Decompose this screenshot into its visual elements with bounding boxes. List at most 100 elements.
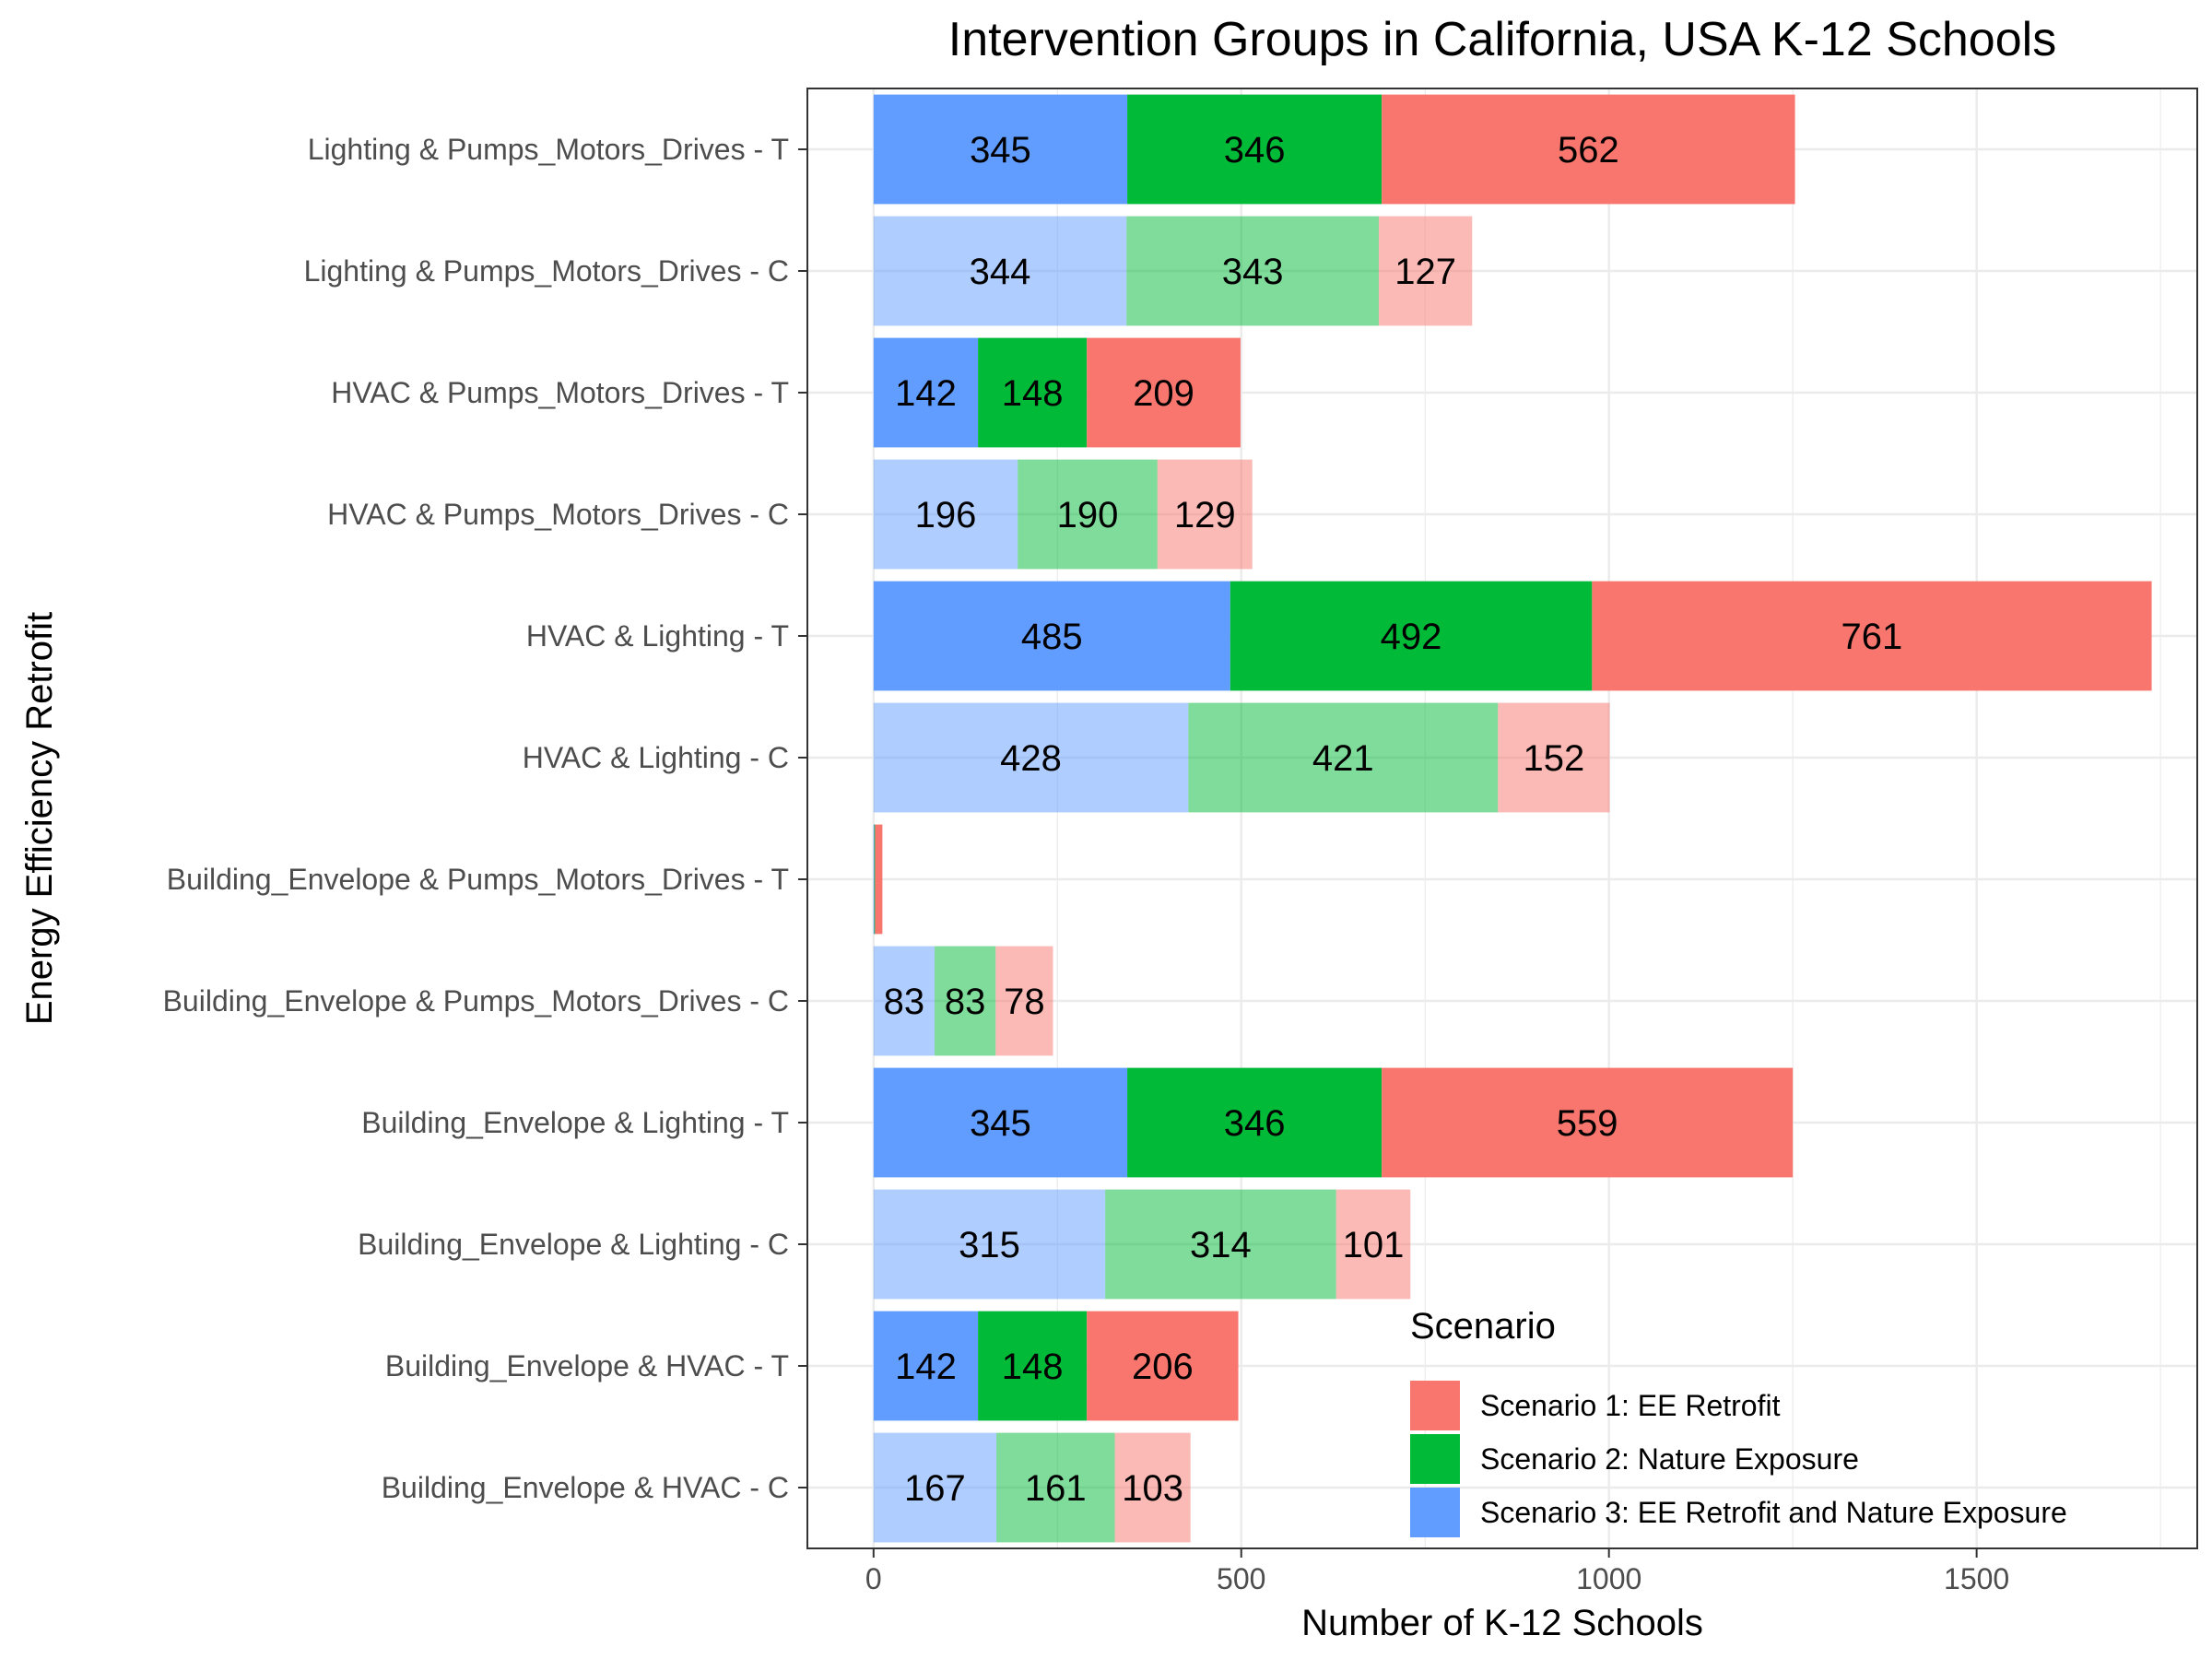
x-tick-label: 0 xyxy=(865,1562,882,1595)
bar-segment xyxy=(1105,1189,1336,1300)
bar-value-label: 428 xyxy=(1000,738,1062,779)
bar-segment xyxy=(873,459,1018,570)
bar-value-label: 562 xyxy=(1558,130,1619,171)
legend-swatch xyxy=(1410,1434,1460,1484)
bar-segment xyxy=(995,946,1053,1056)
bar-segment xyxy=(873,94,1128,205)
bar-segment xyxy=(873,1189,1106,1300)
y-tick-label: Building_Envelope & HVAC - C xyxy=(382,1471,789,1504)
bar-segment xyxy=(873,946,935,1056)
bar-segment xyxy=(1188,702,1499,813)
bar-value-label: 346 xyxy=(1224,130,1286,171)
bar-value-label: 314 xyxy=(1190,1225,1252,1265)
y-tick-label: HVAC & Pumps_Motors_Drives - C xyxy=(327,498,789,531)
y-tick-label: Building_Envelope & Pumps_Motors_Drives … xyxy=(167,863,789,896)
legend-label: Scenario 3: EE Retrofit and Nature Expos… xyxy=(1480,1496,2067,1529)
x-tick-label: 1000 xyxy=(1576,1562,1641,1595)
bar-value-label: 345 xyxy=(970,1103,1031,1144)
y-tick-label: Building_Envelope & Pumps_Motors_Drives … xyxy=(163,984,789,1018)
bar-value-label: 209 xyxy=(1133,373,1194,414)
bars xyxy=(873,94,2152,1543)
bar-segment xyxy=(873,702,1189,813)
bar-segment xyxy=(1382,1067,1794,1178)
bar-segment xyxy=(1087,1311,1239,1421)
bar-segment xyxy=(1230,581,1593,691)
bar-segment xyxy=(1378,216,1473,326)
y-tick-label: HVAC & Lighting - T xyxy=(526,619,789,653)
legend-label: Scenario 1: EE Retrofit xyxy=(1480,1389,1781,1422)
bar-value-label: 142 xyxy=(895,373,957,414)
bar-value-label: 148 xyxy=(1002,373,1064,414)
bar-segment xyxy=(1157,459,1253,570)
bar-value-label: 129 xyxy=(1174,495,1236,535)
bar-segment xyxy=(1592,581,2152,691)
bar-segment xyxy=(873,581,1230,691)
y-tick-label: Lighting & Pumps_Motors_Drives - T xyxy=(308,133,789,166)
legend-title: Scenario xyxy=(1410,1306,1556,1347)
bar-value-label: 167 xyxy=(904,1468,966,1509)
y-tick-label: Building_Envelope & HVAC - T xyxy=(385,1349,789,1382)
bar-value-label: 103 xyxy=(1122,1468,1183,1509)
bar-segment xyxy=(874,824,876,935)
bar-value-label: 559 xyxy=(1557,1103,1618,1144)
bar-value-label: 485 xyxy=(1021,617,1083,657)
bar-segment xyxy=(978,1311,1088,1421)
bar-value-label: 190 xyxy=(1057,495,1119,535)
bar-value-label: 492 xyxy=(1381,617,1442,657)
bar-segment xyxy=(1335,1189,1411,1300)
axes: 0 500 1000 1500 Lighting & Pumps_Motors_Driv… xyxy=(163,133,2010,1595)
bar-segment xyxy=(873,1432,997,1543)
x-tick-label: 1500 xyxy=(1944,1562,2009,1595)
bar-segment xyxy=(1114,1432,1191,1543)
bar-segment xyxy=(873,216,1127,326)
bar-value-label: 161 xyxy=(1025,1468,1087,1509)
bar-segment xyxy=(935,946,996,1056)
bar-value-label: 346 xyxy=(1224,1103,1286,1144)
bar-value-label: 78 xyxy=(1004,982,1045,1022)
bar-value-label: 761 xyxy=(1841,617,1903,657)
y-axis-title: Energy Efficiency Retrofit xyxy=(19,612,60,1025)
bar-segment xyxy=(978,337,1088,448)
bar-value-label: 127 xyxy=(1394,252,1456,292)
y-tick-label: HVAC & Lighting - C xyxy=(523,741,789,774)
bar-segment xyxy=(1382,94,1795,205)
bar-segment xyxy=(996,1432,1115,1543)
bar-segment xyxy=(875,824,883,935)
x-tick-label: 500 xyxy=(1217,1562,1265,1595)
bar-segment xyxy=(1127,94,1382,205)
legend-swatch xyxy=(1410,1381,1460,1430)
bar-segment xyxy=(873,824,875,935)
bar-value-label: 83 xyxy=(884,982,925,1022)
y-tick-label: HVAC & Pumps_Motors_Drives - T xyxy=(331,376,789,409)
bar-segment xyxy=(1498,702,1610,813)
bar-value-label: 83 xyxy=(945,982,986,1022)
chart-title: Intervention Groups in California, USA K… xyxy=(948,13,2056,66)
bar-segment xyxy=(1126,216,1379,326)
bar-value-label: 152 xyxy=(1523,738,1584,779)
bar-segment xyxy=(873,337,979,448)
y-tick-label: Lighting & Pumps_Motors_Drives - C xyxy=(304,254,789,288)
legend-swatch xyxy=(1410,1488,1460,1537)
y-tick-label: Building_Envelope & Lighting - T xyxy=(361,1106,789,1139)
bar-value-label: 315 xyxy=(959,1225,1020,1265)
bar-value-label: 345 xyxy=(970,130,1031,171)
bar-segment xyxy=(873,1067,1128,1178)
bar-value-label: 142 xyxy=(895,1347,957,1387)
bar-value-label: 148 xyxy=(1002,1347,1064,1387)
legend: Scenario Scenario 1: EE Retrofit Scenario… xyxy=(1410,1306,2067,1537)
bar-segment xyxy=(1087,337,1241,448)
bar-segment xyxy=(873,1311,979,1421)
bar-value-label: 344 xyxy=(970,252,1031,292)
bar-segment xyxy=(1127,1067,1382,1178)
plot-border xyxy=(806,88,2198,1549)
bar-segment xyxy=(1018,459,1158,570)
bar-value-label: 101 xyxy=(1343,1225,1405,1265)
data-labels: 345 346 562 344 343 127 142 148 209 196 190 129 485 4… xyxy=(884,130,1903,1509)
bar-value-label: 196 xyxy=(915,495,977,535)
bar-value-label: 206 xyxy=(1132,1347,1194,1387)
bar-value-label: 421 xyxy=(1312,738,1374,779)
legend-label: Scenario 2: Nature Exposure xyxy=(1480,1442,1859,1476)
bar-value-label: 343 xyxy=(1222,252,1284,292)
x-axis-title: Number of K-12 Schools xyxy=(1301,1603,1703,1643)
